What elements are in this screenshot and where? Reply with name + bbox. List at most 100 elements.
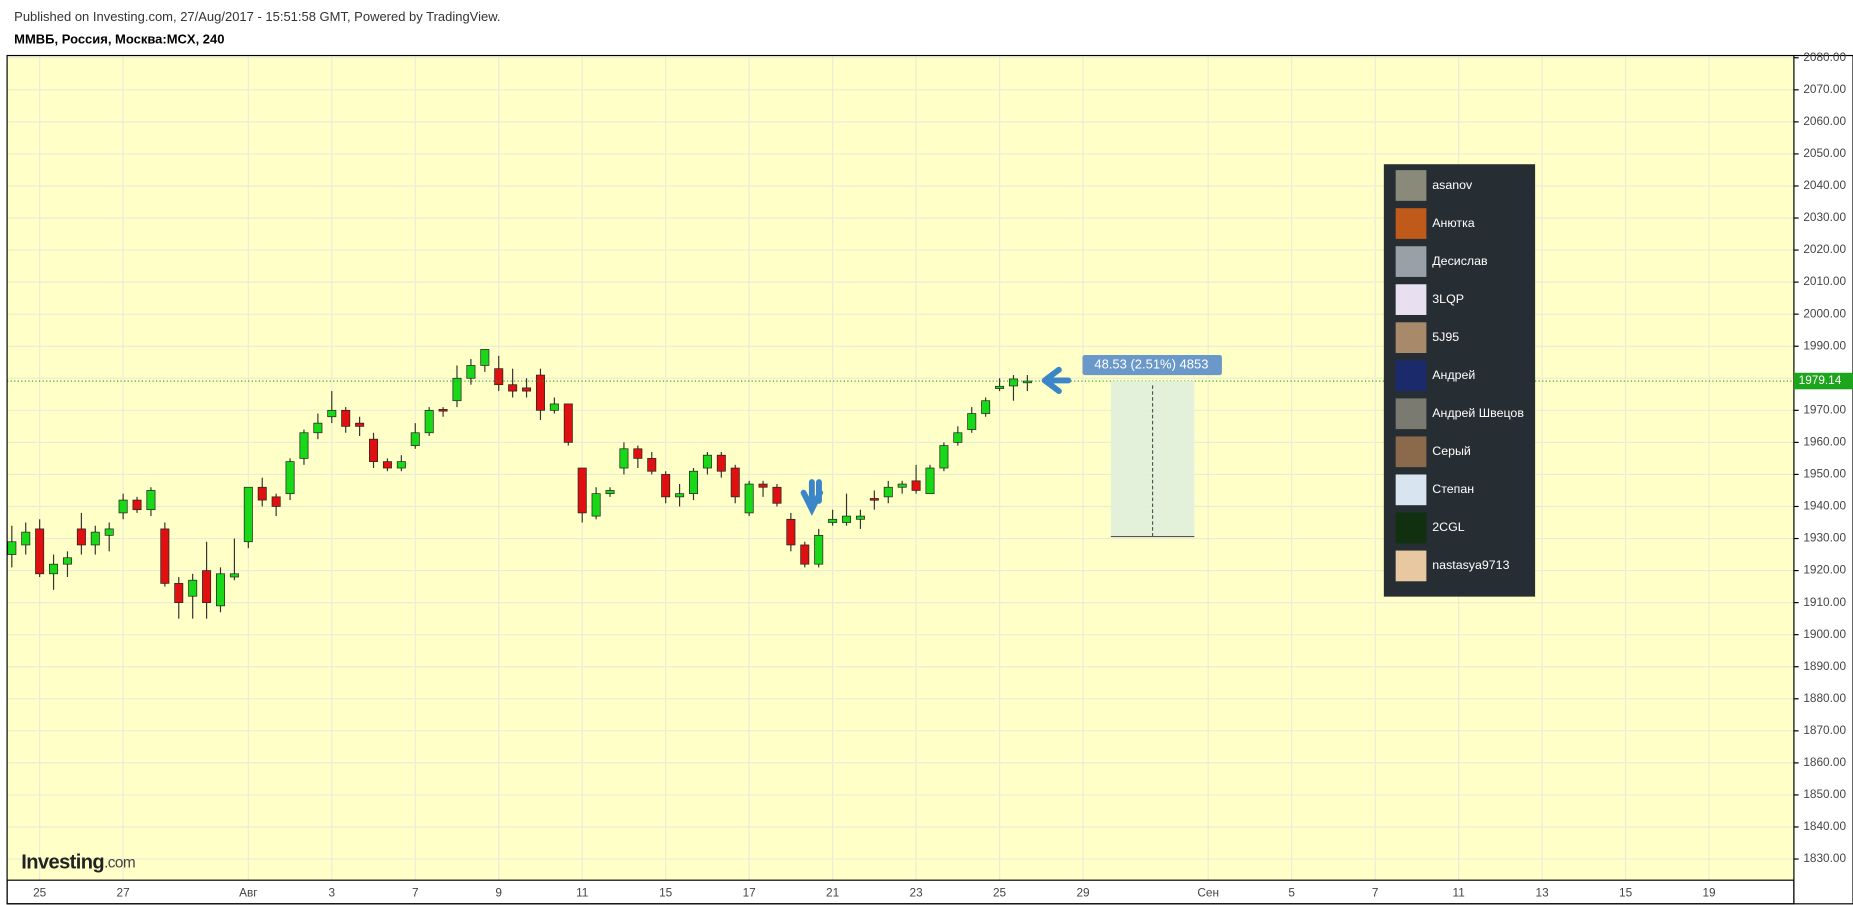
y-tick-label: 1960.00 xyxy=(1803,435,1846,449)
candle-body xyxy=(202,570,212,603)
user-avatar xyxy=(1395,550,1427,582)
candle-body xyxy=(104,528,114,536)
candle-body xyxy=(591,493,601,517)
y-tick-label: 2030.00 xyxy=(1803,210,1846,224)
candle-body xyxy=(577,467,587,514)
y-tick-label: 1850.00 xyxy=(1803,787,1846,801)
x-tick-label: 7 xyxy=(412,885,419,899)
candle-body xyxy=(1022,380,1032,384)
candle-body xyxy=(549,403,559,411)
logo-suffix: .com xyxy=(104,855,135,872)
candle-body xyxy=(7,541,17,555)
x-tick-label: 17 xyxy=(743,885,756,899)
x-tick-label: 25 xyxy=(993,885,1007,899)
logo-brand: Investing xyxy=(21,852,104,874)
candle-body xyxy=(410,432,420,446)
candle-body xyxy=(661,474,671,498)
user-avatar xyxy=(1395,246,1427,277)
candle-body xyxy=(216,573,225,607)
candle-body xyxy=(842,515,852,523)
candle-body xyxy=(828,518,838,523)
candle-body xyxy=(925,467,935,495)
candle-body xyxy=(396,461,406,469)
user-name: Десислав xyxy=(1432,254,1488,268)
candle-body xyxy=(299,432,309,459)
candle-body xyxy=(953,432,963,443)
candle-body xyxy=(285,461,295,495)
candle-body xyxy=(869,498,879,501)
candle-body xyxy=(967,413,977,430)
x-tick-label: 7 xyxy=(1372,885,1379,899)
x-tick-label: 9 xyxy=(495,885,502,899)
y-tick-label: 1950.00 xyxy=(1803,467,1846,481)
y-tick-label: 1870.00 xyxy=(1803,723,1846,737)
candle-body xyxy=(341,409,351,427)
x-tick-label: 25 xyxy=(33,885,47,899)
candle-body xyxy=(62,557,72,565)
x-tick-label: 29 xyxy=(1076,885,1089,899)
frame xyxy=(6,54,1853,905)
candle-body xyxy=(744,483,754,514)
y-tick-label: 1970.00 xyxy=(1803,402,1846,416)
user-avatar xyxy=(1395,284,1427,315)
candle-body xyxy=(563,403,573,443)
candle-body xyxy=(702,454,712,469)
y-tick-label: 2020.00 xyxy=(1803,242,1846,256)
user-name: asanov xyxy=(1432,178,1473,192)
y-tick-label: 1920.00 xyxy=(1803,563,1846,577)
logo: Investing.com xyxy=(21,852,135,874)
user-name: nastasya9713 xyxy=(1432,558,1509,572)
candle-body xyxy=(480,349,490,366)
user-avatar xyxy=(1395,322,1427,354)
candle-body xyxy=(675,493,685,498)
candle-body xyxy=(494,368,504,386)
y-tick-label: 1990.00 xyxy=(1803,338,1846,352)
y-tick-label: 1940.00 xyxy=(1803,499,1846,513)
x-tick-label: 23 xyxy=(910,885,924,899)
last-price-box xyxy=(1793,372,1853,390)
candle-body xyxy=(786,518,796,546)
y-tick-label: 2070.00 xyxy=(1803,82,1846,96)
x-tick-label: 19 xyxy=(1702,885,1715,899)
candle-body xyxy=(939,445,949,469)
down-arrow xyxy=(800,479,824,516)
x-tick-label: 13 xyxy=(1536,885,1550,899)
y-tick-label: 2060.00 xyxy=(1803,114,1846,128)
candle-body xyxy=(118,499,128,514)
candle-body xyxy=(132,499,142,511)
user-name: Серый xyxy=(1432,444,1471,458)
y-tick-label: 2010.00 xyxy=(1803,274,1846,288)
x-tick-label: Сен xyxy=(1197,885,1219,899)
user-avatar xyxy=(1395,436,1427,468)
candle-body xyxy=(355,422,365,427)
x-tick-label: Авг xyxy=(239,885,257,899)
published: Published on Investing.com, 27/Aug/2017 … xyxy=(14,9,500,24)
candle-body xyxy=(995,385,1005,389)
user-avatar xyxy=(1395,208,1427,239)
candle-body xyxy=(716,454,726,472)
candle-body xyxy=(188,579,198,597)
candle-body xyxy=(452,377,462,402)
user-name: Анютка xyxy=(1432,216,1475,230)
candle-body xyxy=(772,486,782,504)
y-tick-label: 1900.00 xyxy=(1803,627,1846,641)
x-tick-label: 11 xyxy=(576,885,588,899)
y-tick-label: 1890.00 xyxy=(1803,659,1846,673)
candle-body xyxy=(883,486,893,498)
candle-body xyxy=(730,467,740,498)
y-tick-label: 1880.00 xyxy=(1803,691,1846,705)
candle-body xyxy=(313,422,323,434)
candle-body xyxy=(438,409,448,412)
candle-body xyxy=(633,448,643,459)
candle-body xyxy=(605,490,615,495)
candle-body xyxy=(257,486,267,501)
candle-body xyxy=(689,470,698,495)
user-avatar xyxy=(1395,474,1427,506)
candle-body xyxy=(897,483,907,488)
candle-body xyxy=(160,528,170,584)
left-arrow xyxy=(1041,366,1072,395)
candle-body xyxy=(619,448,629,469)
user-name: Степан xyxy=(1432,482,1474,496)
candle-body xyxy=(49,563,59,575)
symbol: ММВБ, Россия, Москва:MCX, 240 xyxy=(14,32,224,47)
